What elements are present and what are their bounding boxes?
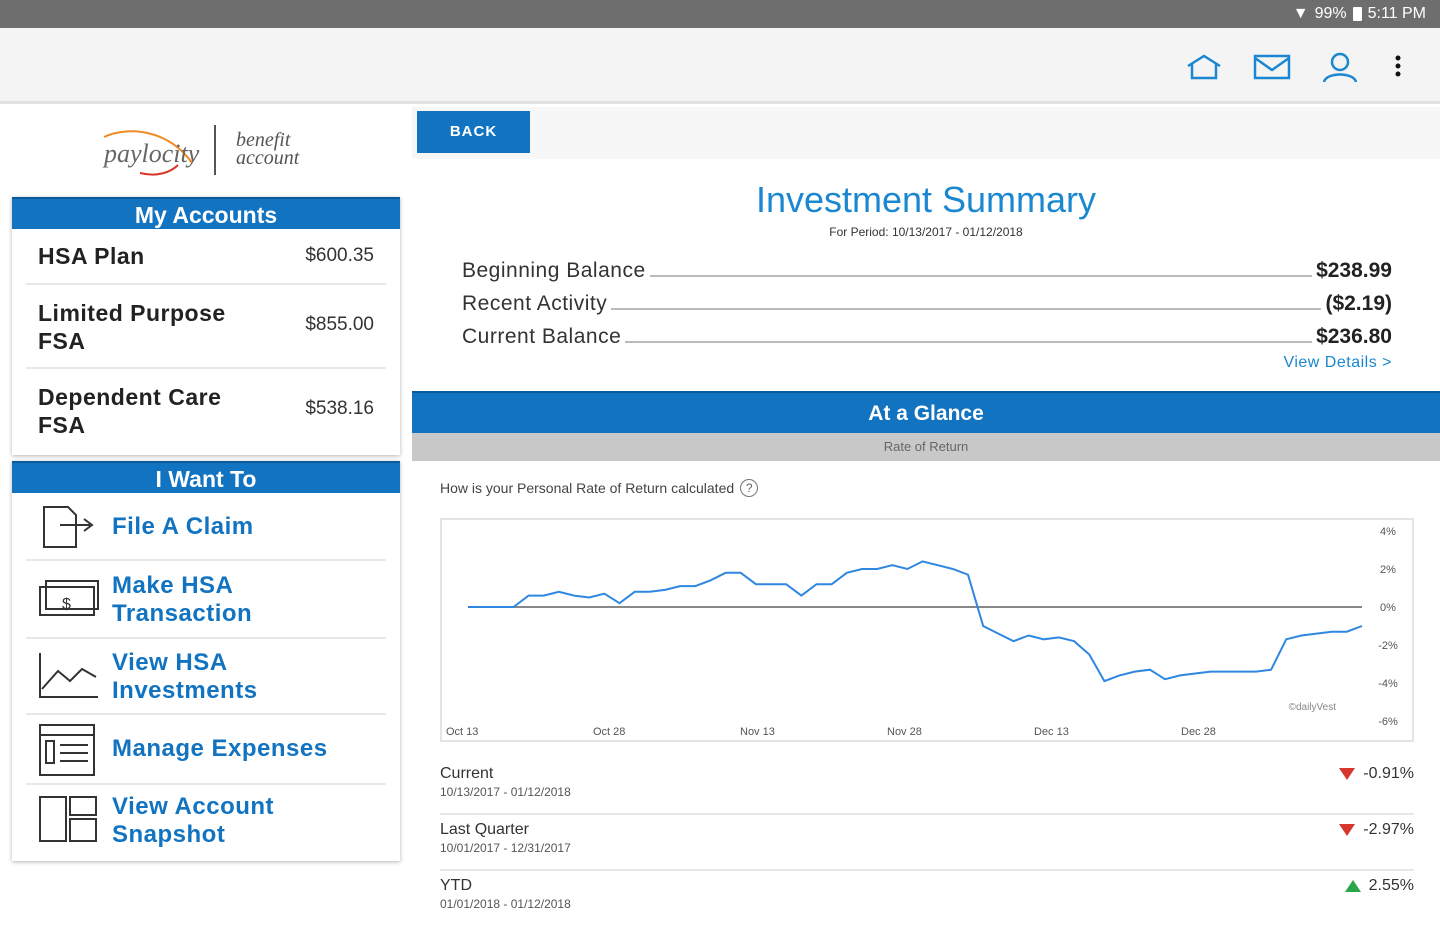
balance-row-activity: Recent Activity ($2.19) <box>462 286 1392 316</box>
balance-row-beginning: Beginning Balance $238.99 <box>462 253 1392 283</box>
chart-watermark: ©dailyVest <box>1289 702 1337 713</box>
svg-text:$: $ <box>62 596 71 613</box>
help-icon[interactable]: ? <box>740 479 759 497</box>
i-want-to-title: I Want To <box>12 461 400 493</box>
x-tick-label: Nov 28 <box>887 726 922 738</box>
chart-canvas: ©dailyVest 4% 2% 0% -2% -4% -6% Oct 13 Oct 28 No… <box>446 526 1398 738</box>
action-label: Manage Expenses <box>112 735 328 762</box>
balance-label: Current Balance <box>462 325 622 348</box>
how-calculated-link[interactable]: How is your Personal Rate of Return calc… <box>440 479 759 497</box>
account-amount: $600.35 <box>305 245 374 266</box>
leader-line <box>649 275 1313 277</box>
down-arrow-icon <box>1339 768 1356 780</box>
return-name: YTD <box>440 877 472 894</box>
balance-row-current: Current Balance $236.80 <box>462 319 1392 349</box>
account-row-hsa[interactable]: HSA Plan $600.35 <box>26 229 386 285</box>
logo-swoosh <box>103 130 193 176</box>
return-dates: 01/01/2018 - 01/12/2018 <box>440 897 571 911</box>
battery-percent: 99% <box>1314 5 1347 22</box>
action-view-account-snapshot[interactable]: View Account Snapshot <box>26 785 386 859</box>
my-accounts-panel: My Accounts HSA Plan $600.35 Limited Pur… <box>12 197 400 455</box>
y-tick-label: -4% <box>1378 678 1398 690</box>
down-arrow-icon <box>1339 824 1356 836</box>
balance-value: $236.80 <box>1316 325 1392 348</box>
action-label: View HSA Investments <box>112 649 258 704</box>
leader-line <box>625 341 1313 343</box>
action-view-hsa-investments[interactable]: View HSA Investments <box>26 639 386 715</box>
account-name: Limited Purpose FSA <box>38 300 226 354</box>
how-calculated-text: How is your Personal Rate of Return calc… <box>440 480 735 496</box>
up-arrow-icon <box>1344 880 1361 892</box>
app-bar <box>0 28 1440 104</box>
logo-brand: paylocity <box>104 139 200 168</box>
y-tick-label: 4% <box>1380 526 1396 538</box>
y-tick-label: 0% <box>1380 602 1396 614</box>
account-row-limited-fsa[interactable]: Limited Purpose FSA $855.00 <box>26 285 386 369</box>
y-tick-label: 2% <box>1380 564 1396 576</box>
at-a-glance-header: At a Glance <box>412 391 1440 433</box>
account-name: HSA Plan <box>38 243 145 269</box>
sidebar: paylocity benefit account My Accounts HSA… <box>0 107 412 900</box>
back-button[interactable]: BACK <box>417 111 530 153</box>
return-dates: 10/13/2017 - 01/12/2018 <box>440 785 571 799</box>
balance-value: $238.99 <box>1316 259 1392 282</box>
account-amount: $855.00 <box>305 314 374 335</box>
series-line <box>468 560 1363 683</box>
x-tick-label: Oct 28 <box>593 726 625 738</box>
action-file-claim[interactable]: File A Claim <box>26 493 386 561</box>
action-make-hsa-transaction[interactable]: $ Make HSA Transaction <box>26 561 386 639</box>
status-bar: ▼ 99% 5:11 PM <box>0 0 1440 28</box>
clock: 5:11 PM <box>1367 5 1426 22</box>
rate-of-return-chart: ©dailyVest 4% 2% 0% -2% -4% -6% Oct 13 Oct 28 No… <box>440 518 1414 742</box>
home-icon[interactable] <box>1184 50 1224 84</box>
back-bar: BACK <box>412 107 1440 159</box>
return-value: 2.55% <box>1344 877 1414 895</box>
account-row-dependent-fsa[interactable]: Dependent Care FSA $538.16 <box>26 369 386 453</box>
view-details-link[interactable]: View Details > <box>1283 354 1392 371</box>
action-label: Make HSA Transaction <box>112 572 253 627</box>
period-label: For Period: 10/13/2017 - 01/12/2018 <box>829 225 1023 239</box>
return-row-ytd: YTD 01/01/2018 - 01/12/2018 2.55% <box>440 871 1414 927</box>
return-value: -0.91% <box>1339 765 1414 783</box>
return-name: Current <box>440 765 494 782</box>
file-claim-icon <box>34 499 100 553</box>
money-icon: $ <box>34 573 100 627</box>
expenses-list-icon <box>34 723 100 777</box>
balance-label: Recent Activity <box>462 292 608 315</box>
action-manage-expenses[interactable]: Manage Expenses <box>26 715 386 785</box>
return-row-last-quarter: Last Quarter 10/01/2017 - 12/31/2017 -2.… <box>440 815 1414 871</box>
chart-line-icon <box>34 649 100 703</box>
dashboard-icon <box>34 793 100 847</box>
logo-divider <box>214 125 216 175</box>
signal-icon: ▼ <box>1292 5 1309 22</box>
action-label: View Account Snapshot <box>112 793 275 848</box>
y-tick-label: -6% <box>1378 716 1398 728</box>
x-tick-label: Oct 13 <box>446 726 478 738</box>
account-amount: $538.16 <box>305 398 374 419</box>
tab-rate-of-return[interactable]: Rate of Return <box>412 433 1440 461</box>
x-tick-label: Nov 13 <box>740 726 775 738</box>
balance-label: Beginning Balance <box>462 259 646 282</box>
leader-line <box>611 308 1322 310</box>
page-title: Investment Summary <box>755 179 1097 220</box>
battery-icon <box>1352 7 1362 21</box>
main-content: BACK Investment Summary For Period: 10/1… <box>412 107 1440 911</box>
x-tick-label: Dec 13 <box>1034 726 1069 738</box>
mail-icon[interactable] <box>1252 50 1292 84</box>
return-dates: 10/01/2017 - 12/31/2017 <box>440 841 571 855</box>
i-want-to-panel: I Want To File A Claim $ Make HSA Transac… <box>12 461 400 861</box>
logo-product: benefit account <box>236 129 300 169</box>
balance-value: ($2.19) <box>1325 292 1392 315</box>
action-label: File A Claim <box>112 513 254 540</box>
my-accounts-title: My Accounts <box>12 197 400 229</box>
account-name: Dependent Care FSA <box>38 384 222 438</box>
user-icon[interactable] <box>1320 50 1360 84</box>
return-row-current: Current 10/13/2017 - 01/12/2018 -0.91% <box>440 759 1414 815</box>
more-vert-icon[interactable] <box>1378 50 1418 84</box>
return-name: Last Quarter <box>440 821 529 838</box>
return-value: -2.97% <box>1339 821 1414 839</box>
x-tick-label: Dec 28 <box>1181 726 1216 738</box>
y-tick-label: -2% <box>1378 640 1398 652</box>
brand-logo: paylocity benefit account <box>100 125 320 181</box>
